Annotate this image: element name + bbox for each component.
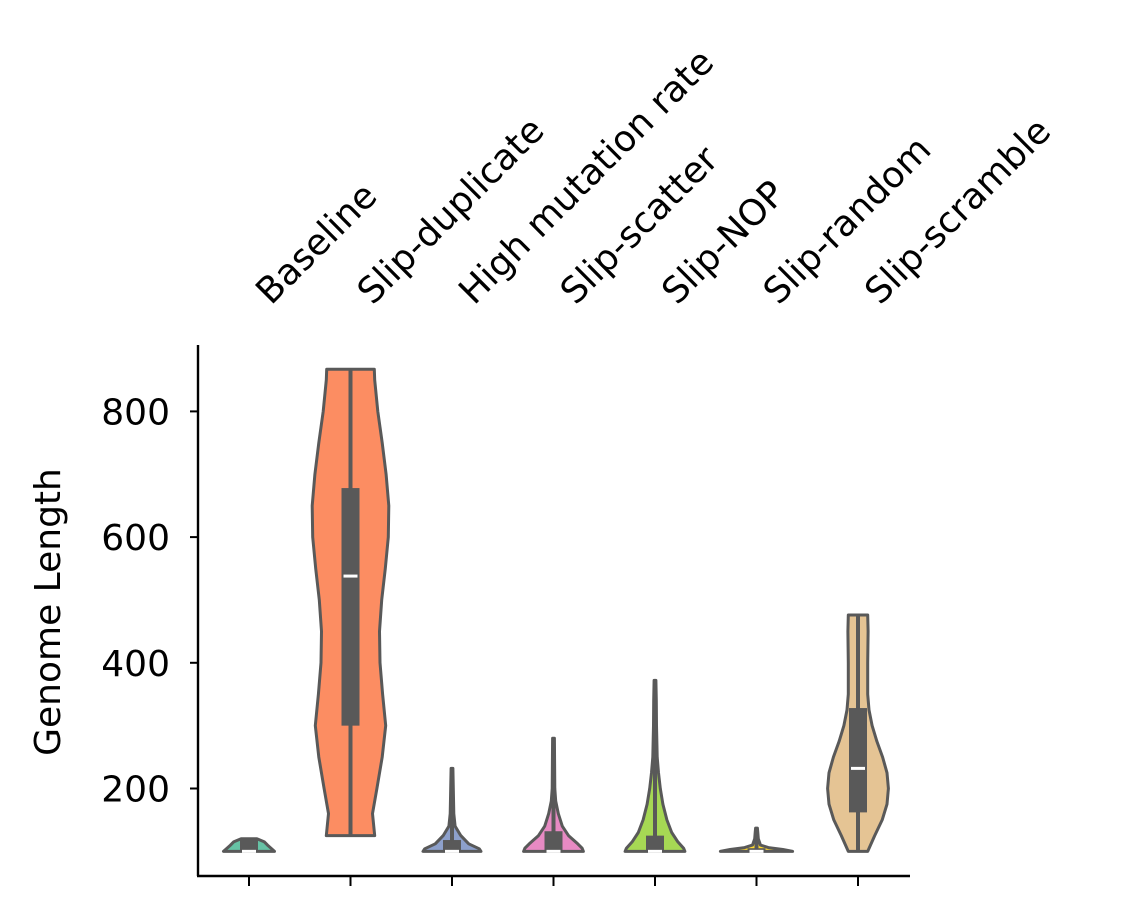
violin-2 <box>421 766 483 853</box>
iqr-box <box>646 835 664 852</box>
iqr-box <box>443 840 461 852</box>
violin-3 <box>522 736 585 853</box>
y-tick-label: 400 <box>101 644 170 685</box>
y-tick-label: 800 <box>101 392 170 433</box>
violin-4 <box>623 678 687 853</box>
y-tick-label: 600 <box>101 518 170 559</box>
y-ticks: 200 400 600 800 <box>101 392 198 811</box>
iqr-box <box>849 708 867 813</box>
y-tick-label: 200 <box>101 770 170 811</box>
iqr-box <box>544 831 563 852</box>
iqr-box <box>747 848 766 852</box>
iqr-box <box>341 488 360 726</box>
violin-6 <box>826 613 890 853</box>
violin-0 <box>222 837 276 853</box>
iqr-box <box>240 838 258 852</box>
y-axis-title: Genome Length <box>28 468 69 756</box>
violin-1 <box>310 367 391 838</box>
x-tick-label: Slip-duplicate <box>350 110 552 312</box>
violin-layer <box>222 367 890 853</box>
violin-5 <box>718 826 795 853</box>
x-tick-label: Slip-scramble <box>857 111 1059 313</box>
